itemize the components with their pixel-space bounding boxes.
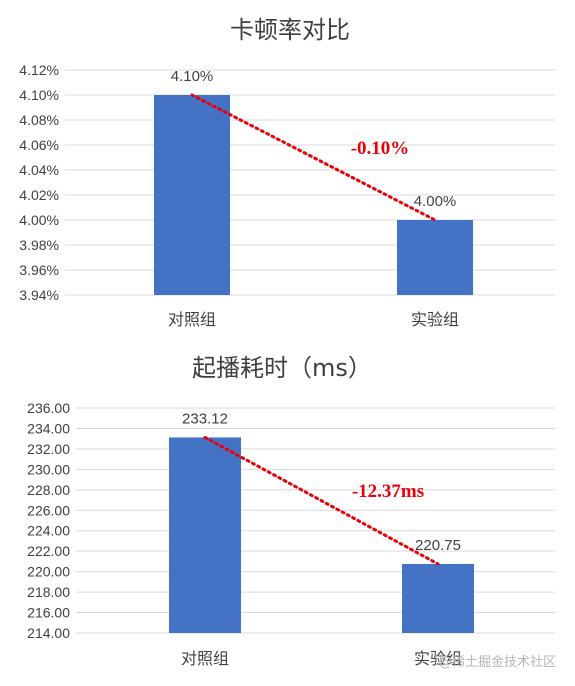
- difference-annotation: -12.37ms: [352, 481, 424, 502]
- y-tick-label: 234.00: [27, 420, 70, 436]
- chart-title: 卡顿率对比: [230, 16, 350, 44]
- bar: [169, 437, 241, 633]
- y-tick-label: 4.06%: [19, 137, 59, 153]
- trend-line: [190, 93, 437, 222]
- category-label: 对照组: [181, 649, 229, 668]
- data-label: 220.75: [415, 537, 461, 554]
- y-tick-label: 222.00: [27, 543, 70, 559]
- y-tick-label: 226.00: [27, 502, 70, 518]
- watermark: @稀土掘金技术社区: [439, 654, 556, 670]
- y-tick-label: 236.00: [27, 400, 70, 416]
- y-tick-label: 216.00: [27, 605, 70, 621]
- y-tick-label: 224.00: [27, 523, 70, 539]
- category-label: 对照组: [168, 310, 216, 329]
- bar: [154, 95, 230, 295]
- trend-line: [203, 435, 440, 566]
- y-tick-label: 228.00: [27, 482, 70, 498]
- category-label: 实验组: [411, 310, 459, 329]
- data-label: 233.12: [182, 410, 228, 427]
- chart-stutter-rate: 卡顿率对比 4.12% 4.10% 4.08% 4.06% 4.04% 4.02% 4.00…: [19, 16, 555, 329]
- y-tick-label: 4.00%: [19, 212, 59, 228]
- y-tick-label: 4.12%: [19, 62, 59, 78]
- chart-startup-time: 起播耗时（ms） 236.00 234.00 232.00 230.00 228.00 2…: [27, 354, 555, 668]
- y-tick-label: 4.10%: [19, 87, 59, 103]
- data-label: 4.10%: [171, 68, 214, 85]
- data-label: 4.00%: [414, 193, 457, 210]
- y-tick-label: 230.00: [27, 461, 70, 477]
- y-tick-label: 218.00: [27, 584, 70, 600]
- bar: [402, 563, 474, 633]
- y-tick-label: 220.00: [27, 564, 70, 580]
- y-tick-label: 3.96%: [19, 262, 59, 278]
- y-tick-label: 4.04%: [19, 162, 59, 178]
- bar: [397, 220, 473, 295]
- chart-title: 起播耗时（ms）: [192, 354, 372, 382]
- y-tick-label: 3.98%: [19, 237, 59, 253]
- difference-annotation: -0.10%: [351, 138, 410, 159]
- y-tick-label: 232.00: [27, 441, 70, 457]
- y-tick-label: 3.94%: [19, 287, 59, 303]
- y-tick-label: 214.00: [27, 625, 70, 641]
- y-tick-label: 4.08%: [19, 112, 59, 128]
- category-label: 实验组: [414, 649, 462, 668]
- y-tick-label: 4.02%: [19, 187, 59, 203]
